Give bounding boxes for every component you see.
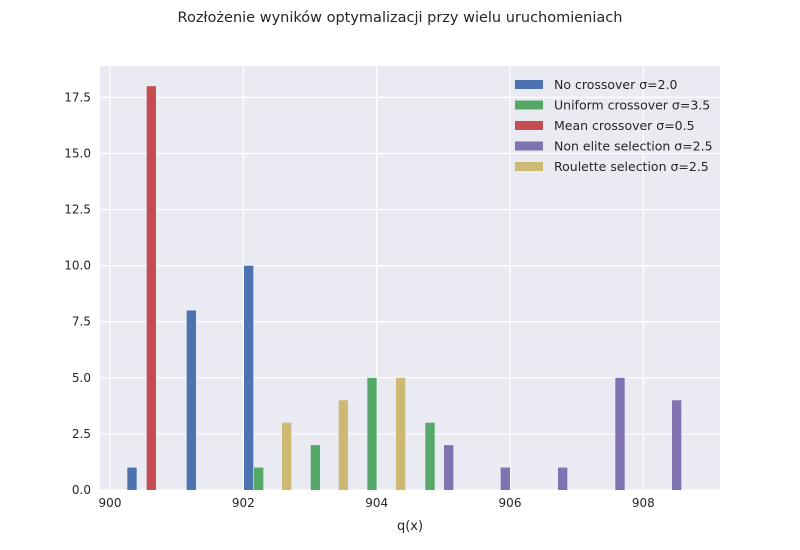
y-tick-label: 10.0 bbox=[64, 259, 91, 273]
legend-entry: No crossover σ=2.0 bbox=[554, 77, 678, 92]
bar bbox=[396, 377, 406, 490]
legend-swatch bbox=[515, 121, 543, 130]
bar bbox=[500, 467, 510, 490]
bar bbox=[615, 377, 625, 490]
bar bbox=[367, 377, 377, 490]
bar bbox=[127, 467, 137, 490]
x-tick-label: 906 bbox=[499, 496, 522, 510]
bar bbox=[672, 400, 682, 490]
y-tick-label: 7.5 bbox=[72, 315, 91, 329]
bar bbox=[558, 467, 568, 490]
x-axis-label: q(x) bbox=[397, 519, 423, 534]
bar bbox=[338, 400, 348, 490]
legend-swatch bbox=[515, 162, 543, 171]
y-tick-label: 15.0 bbox=[64, 146, 91, 160]
legend-swatch bbox=[515, 100, 543, 110]
x-tick-labels: 900 902 904 906 908 bbox=[99, 496, 655, 510]
bar bbox=[186, 310, 196, 490]
chart-title: Rozłożenie wyników optymalizacji przy wi… bbox=[178, 10, 623, 26]
bars bbox=[127, 86, 682, 490]
x-tick-label: 904 bbox=[365, 496, 388, 510]
y-tick-label: 12.5 bbox=[64, 203, 91, 217]
legend-entry: Roulette selection σ=2.5 bbox=[554, 159, 709, 174]
bar bbox=[282, 422, 292, 490]
bar bbox=[425, 422, 435, 490]
legend-entry: Uniform crossover σ=3.5 bbox=[554, 98, 710, 113]
y-tick-label: 5.0 bbox=[72, 371, 91, 385]
y-tick-label: 2.5 bbox=[72, 427, 91, 441]
bar bbox=[310, 445, 320, 490]
x-tick-label: 902 bbox=[232, 496, 255, 510]
y-tick-label: 0.0 bbox=[72, 483, 91, 497]
bar bbox=[254, 467, 264, 490]
bar bbox=[444, 445, 454, 490]
bar bbox=[146, 86, 156, 490]
legend: No crossover σ=2.0 Uniform crossover σ=3.… bbox=[515, 77, 713, 174]
legend-entry: Non elite selection σ=2.5 bbox=[554, 139, 713, 154]
y-tick-labels: 0.0 2.5 5.0 7.5 10.0 12.5 15.0 17.5 bbox=[64, 90, 91, 497]
x-tick-label: 908 bbox=[632, 496, 655, 510]
x-tick-label: 900 bbox=[99, 496, 122, 510]
legend-swatch bbox=[515, 80, 543, 89]
legend-swatch bbox=[515, 141, 543, 151]
bar bbox=[244, 265, 254, 490]
legend-entry: Mean crossover σ=0.5 bbox=[554, 118, 695, 133]
y-tick-label: 17.5 bbox=[64, 90, 91, 104]
